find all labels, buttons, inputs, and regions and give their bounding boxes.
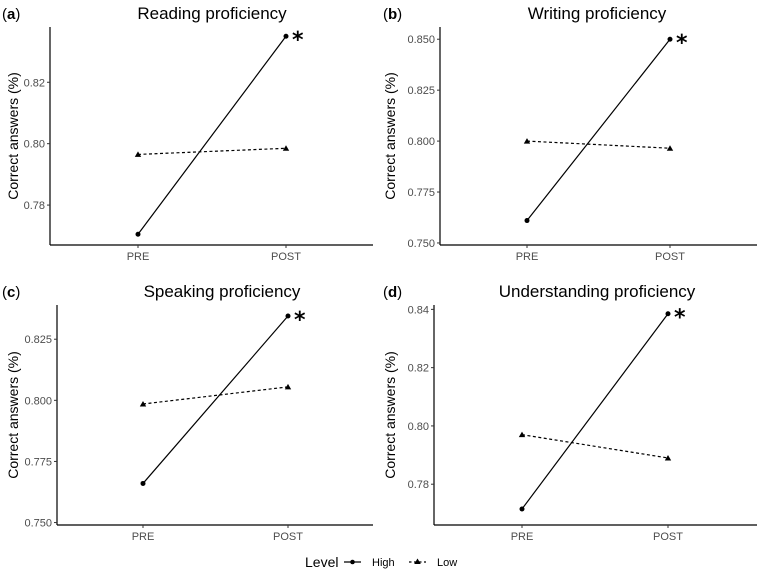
panel-label: (a) (2, 6, 20, 23)
circle-marker-icon (519, 506, 525, 512)
panel-title: Writing proficiency (528, 4, 667, 23)
panel-label: (c) (2, 284, 20, 301)
series-high: * (524, 31, 688, 224)
triangle-marker-icon (518, 431, 526, 438)
significance-star: * (294, 308, 306, 333)
series-line (526, 38, 671, 221)
series-line (521, 313, 669, 510)
x-tick-label: POST (655, 251, 685, 263)
panel-title: Speaking proficiency (144, 282, 301, 301)
y-tick-label: 0.78 (24, 200, 45, 212)
legend-high-label: High (372, 557, 395, 569)
series-line (142, 315, 289, 484)
circle-marker-icon (667, 36, 673, 42)
series-high: * (519, 306, 686, 512)
panel-d: (d) Understanding proficiency Correct answ… (382, 282, 757, 543)
y-tick-label: 0.800 (24, 395, 52, 407)
circle-marker-icon (135, 231, 141, 237)
circle-marker-icon (524, 218, 530, 224)
x-tick-label: PRE (127, 251, 150, 263)
y-tick-label: 0.775 (407, 187, 435, 199)
panel-b: (b) Writing proficiency Correct answers (%… (382, 4, 757, 263)
legend-high-circle-icon (350, 559, 355, 565)
significance-star: * (674, 306, 686, 331)
y-tick-label: 0.84 (408, 304, 429, 316)
triangle-marker-icon (523, 138, 531, 144)
series-line (521, 434, 669, 459)
y-tick-label: 0.800 (407, 136, 435, 148)
circle-marker-icon (285, 313, 291, 319)
y-tick-label: 0.80 (24, 139, 45, 151)
series-low (139, 383, 292, 407)
triangle-marker-icon (666, 145, 674, 151)
y-tick-label: 0.78 (408, 479, 429, 491)
x-tick-label: PRE (516, 251, 539, 263)
triangle-marker-icon (139, 401, 147, 407)
y-tick-label: 0.775 (24, 456, 52, 468)
series-low (134, 145, 290, 157)
panel-title: Reading proficiency (137, 4, 287, 23)
triangle-marker-icon (134, 151, 142, 157)
series-line (137, 147, 287, 156)
legend-low-label: Low (437, 557, 457, 569)
legend-title: Level (305, 554, 338, 570)
triangle-marker-icon (664, 454, 672, 461)
y-tick-label: 0.82 (24, 77, 45, 89)
y-tick-label: 0.750 (407, 238, 435, 250)
series-high: * (135, 28, 304, 237)
panel-label: (b) (383, 6, 402, 23)
panel-label: (d) (383, 284, 402, 301)
legend-item-low: Low (409, 557, 457, 569)
y-tick-label: 0.825 (407, 85, 435, 97)
x-tick-label: POST (273, 531, 303, 543)
y-axis-title: Correct answers (%) (382, 72, 398, 200)
circle-marker-icon (140, 480, 146, 486)
y-axis-title: Correct answers (%) (382, 351, 398, 479)
series-high: * (140, 308, 306, 486)
triangle-marker-icon (282, 145, 290, 151)
significance-star: * (676, 31, 688, 56)
triangle-marker-icon (284, 383, 292, 390)
circle-marker-icon (665, 311, 671, 317)
x-tick-label: POST (271, 251, 301, 263)
y-tick-label: 0.850 (407, 34, 435, 46)
y-tick-label: 0.82 (408, 363, 429, 375)
y-tick-label: 0.750 (24, 518, 52, 530)
circle-marker-icon (283, 33, 289, 39)
x-tick-label: PRE (132, 531, 155, 543)
series-low (518, 431, 672, 461)
panel-a: (a) Reading proficiency Correct answers (%… (2, 4, 373, 263)
x-tick-label: POST (653, 531, 683, 543)
y-axis-title: Correct answers (%) (5, 351, 21, 479)
series-low (523, 138, 674, 151)
series-line (526, 140, 671, 149)
panels: (a) Reading proficiency Correct answers (%… (2, 4, 757, 543)
y-axis-title: Correct answers (%) (5, 72, 21, 200)
series-line (137, 35, 287, 235)
legend: Level High Low (305, 554, 457, 570)
x-tick-label: PRE (511, 531, 534, 543)
panel-c: (c) Speaking proficiency Correct answers (… (2, 282, 373, 543)
series-line (142, 386, 289, 405)
y-tick-label: 0.80 (408, 421, 429, 433)
legend-low-triangle-icon (414, 558, 421, 564)
panel-title: Understanding proficiency (499, 282, 696, 301)
significance-star: * (292, 28, 304, 53)
legend-item-high: High (344, 557, 395, 569)
y-tick-label: 0.825 (24, 334, 52, 346)
